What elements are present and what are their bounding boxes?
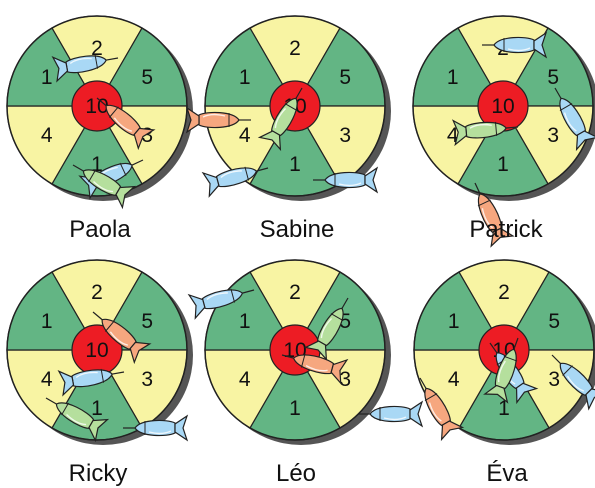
sector-score-label: 2 bbox=[289, 281, 301, 304]
sector-score-label: 1 bbox=[289, 153, 301, 176]
dart-red bbox=[96, 97, 156, 151]
board-outline bbox=[412, 15, 594, 197]
bullseye-score-label: 10 bbox=[491, 95, 514, 118]
dart-red bbox=[281, 353, 349, 385]
dart-blue bbox=[187, 288, 255, 320]
sector-score-label: 4 bbox=[41, 368, 53, 391]
sector-score-label: 5 bbox=[141, 66, 153, 89]
sector-score-label: 2 bbox=[91, 281, 103, 304]
dart-blue bbox=[313, 166, 379, 194]
sector-score-label: 5 bbox=[339, 66, 351, 89]
sector-score-label: 4 bbox=[239, 368, 251, 391]
board-outline bbox=[204, 15, 386, 197]
bullseye-score-label: 10 bbox=[85, 339, 108, 362]
board-paola: 2 5 3 1 4 1 10 bbox=[6, 15, 193, 210]
sector-score-label: 1 bbox=[239, 310, 251, 333]
board-outline bbox=[204, 259, 386, 441]
sector-score-label: 1 bbox=[239, 66, 251, 89]
sector-score-label: 1 bbox=[289, 397, 301, 420]
sector-score-label: 3 bbox=[339, 124, 351, 147]
dart-green bbox=[72, 164, 137, 210]
dart-green bbox=[45, 397, 110, 443]
sector-score-label: 1 bbox=[41, 66, 53, 89]
dart-blue bbox=[123, 414, 189, 442]
board-outline bbox=[413, 259, 595, 441]
dart-green bbox=[257, 87, 303, 152]
sector-score-label: 2 bbox=[289, 37, 301, 60]
sector-score-label: 1 bbox=[497, 153, 509, 176]
dart-blue bbox=[57, 368, 125, 397]
player-name-sabine: Sabine bbox=[260, 216, 335, 243]
sector-score-label: 5 bbox=[548, 310, 560, 333]
player-name-ricky: Ricky bbox=[69, 460, 128, 487]
player-name-leo: Léo bbox=[276, 460, 316, 487]
dart-blue bbox=[554, 87, 595, 152]
dart-green bbox=[451, 119, 519, 147]
sector-score-label: 5 bbox=[339, 310, 351, 333]
board-outline bbox=[6, 259, 188, 441]
bullseye-score-label: 10 bbox=[85, 95, 108, 118]
sector-score-label: 3 bbox=[339, 368, 351, 391]
sector-score-label: 4 bbox=[41, 124, 53, 147]
sector-score-label: 3 bbox=[141, 124, 153, 147]
dart-green bbox=[303, 297, 349, 362]
dart-red bbox=[92, 311, 152, 365]
sector-score-label: 3 bbox=[548, 368, 560, 391]
dart-red bbox=[474, 182, 515, 248]
sector-score-label: 1 bbox=[41, 310, 53, 333]
sector-score-label: 1 bbox=[447, 66, 459, 89]
dart-blue bbox=[358, 400, 424, 428]
sector-score-label: 4 bbox=[448, 368, 460, 391]
sector-score-label: 1 bbox=[448, 310, 460, 333]
sector-score-label: 3 bbox=[547, 124, 559, 147]
player-name-patrick: Patrick bbox=[469, 216, 543, 243]
sector-score-label: 5 bbox=[547, 66, 559, 89]
sector-score-label: 2 bbox=[498, 281, 510, 304]
sector-score-label: 1 bbox=[91, 397, 103, 420]
dart-blue bbox=[482, 31, 548, 59]
sector-score-label: 2 bbox=[91, 37, 103, 60]
bullseye bbox=[71, 80, 123, 132]
player-name-paola: Paola bbox=[69, 216, 131, 243]
sector-score-label: 4 bbox=[239, 124, 251, 147]
sector-score-label: 3 bbox=[141, 368, 153, 391]
dart-red bbox=[185, 106, 251, 134]
dart-red bbox=[419, 377, 465, 442]
dart-blue bbox=[51, 54, 119, 83]
player-name-eva: Éva bbox=[486, 460, 528, 487]
dart-green bbox=[483, 337, 519, 404]
board-outline bbox=[6, 15, 188, 197]
board-ricky: 2 5 3 1 4 1 10 bbox=[6, 259, 193, 445]
sector-score-label: 5 bbox=[141, 310, 153, 333]
dart-blue bbox=[551, 354, 595, 411]
sector-score-label: 1 bbox=[498, 397, 510, 420]
dart-blue bbox=[201, 166, 269, 198]
sector-score-label: 1 bbox=[91, 153, 103, 176]
